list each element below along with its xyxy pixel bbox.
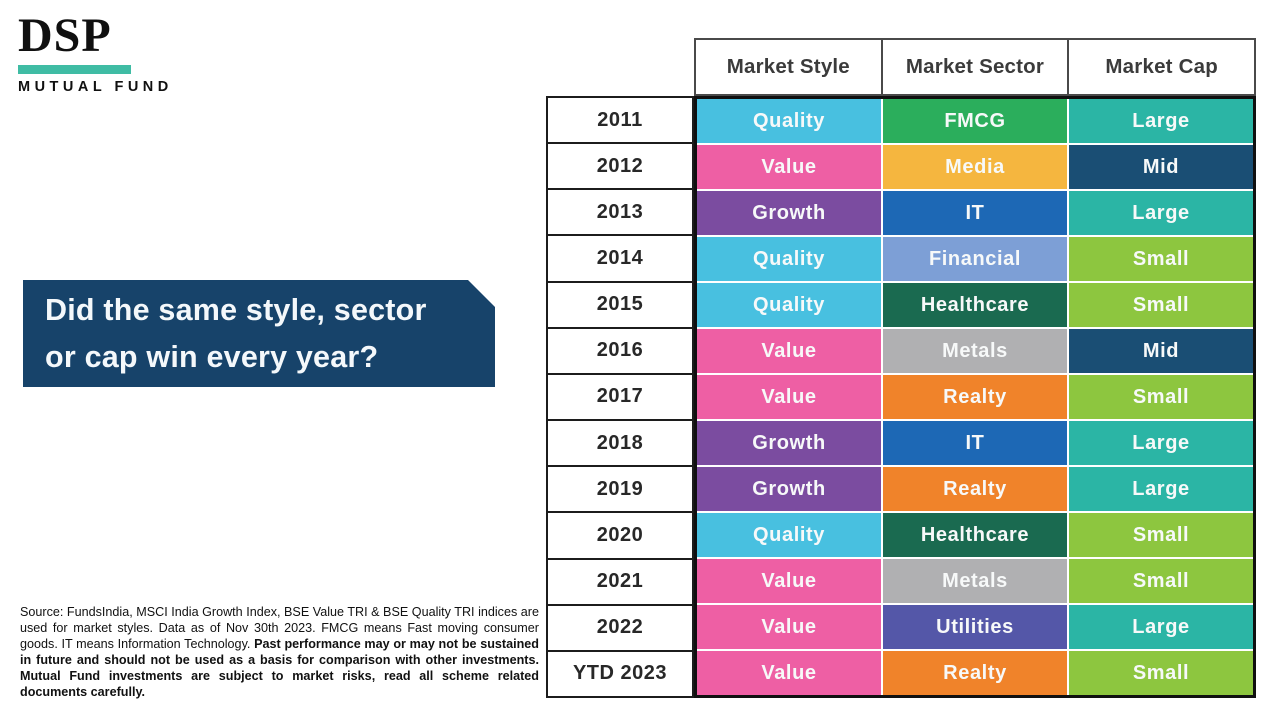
sector-cell: Utilities <box>883 605 1067 649</box>
table-header-row: Market Style Market Sector Market Cap <box>694 38 1256 96</box>
sector-cell: Healthcare <box>883 513 1067 557</box>
column-header: Market Style <box>696 40 881 94</box>
style-cell: Quality <box>697 237 881 281</box>
year-cell: 2011 <box>548 98 692 143</box>
year-cell: 2022 <box>548 605 692 650</box>
sector-cell: Media <box>883 145 1067 189</box>
year-cell: 2018 <box>548 421 692 466</box>
cap-cell: Small <box>1069 513 1253 557</box>
year-column: 2011 2012 2013 2014 2015 2016 2017 2018 2019 2020… <box>546 96 694 698</box>
question-banner: Did the same style, sector or cap win ev… <box>23 280 495 387</box>
question-line-2: or cap win every year? <box>45 340 379 374</box>
cap-cell: Large <box>1069 99 1253 143</box>
cap-cell: Small <box>1069 651 1253 695</box>
year-cell: 2012 <box>548 144 692 189</box>
style-cell: Quality <box>697 99 881 143</box>
logo-tagline: MUTUAL FUND <box>18 79 173 95</box>
year-cell: 2019 <box>548 467 692 512</box>
sector-cell: Healthcare <box>883 283 1067 327</box>
logo-brand-text: DSP <box>18 9 112 62</box>
style-cell: Value <box>697 605 881 649</box>
sector-cell: Realty <box>883 375 1067 419</box>
sector-cell: Realty <box>883 651 1067 695</box>
year-cell: YTD 2023 <box>548 651 692 696</box>
style-cell: Value <box>697 375 881 419</box>
cap-cell: Small <box>1069 375 1253 419</box>
style-cell: Quality <box>697 513 881 557</box>
style-cell: Value <box>697 329 881 373</box>
year-cell: 2016 <box>548 328 692 373</box>
style-cell: Value <box>697 145 881 189</box>
cap-cell: Large <box>1069 191 1253 235</box>
cap-cell: Large <box>1069 605 1253 649</box>
style-cell: Value <box>697 559 881 603</box>
column-header: Market Sector <box>882 40 1068 94</box>
cap-cell: Small <box>1069 237 1253 281</box>
logo-underline <box>18 65 131 74</box>
dsp-logo: DSP MUTUAL FUND <box>18 8 173 95</box>
sector-cell: Realty <box>883 467 1067 511</box>
cap-cell: Large <box>1069 421 1253 465</box>
style-cell: Value <box>697 651 881 695</box>
market-winners-table: Quality FMCG Large Value Media Mid Growth IT Lar… <box>694 96 1256 698</box>
cap-cell: Small <box>1069 559 1253 603</box>
cap-cell: Small <box>1069 283 1253 327</box>
style-cell: Growth <box>697 421 881 465</box>
year-cell: 2021 <box>548 559 692 604</box>
year-cell: 2020 <box>548 513 692 558</box>
year-cell: 2013 <box>548 190 692 235</box>
style-cell: Quality <box>697 283 881 327</box>
sector-cell: FMCG <box>883 99 1067 143</box>
sector-cell: IT <box>883 191 1067 235</box>
sector-cell: IT <box>883 421 1067 465</box>
sector-cell: Metals <box>883 559 1067 603</box>
cap-cell: Mid <box>1069 145 1253 189</box>
cap-cell: Large <box>1069 467 1253 511</box>
source-text: Source: FundsIndia, MSCI India Growth In… <box>20 605 539 652</box>
sector-cell: Metals <box>883 329 1067 373</box>
question-line-1: Did the same style, sector <box>45 293 427 327</box>
cap-cell: Mid <box>1069 329 1253 373</box>
year-cell: 2015 <box>548 282 692 327</box>
style-cell: Growth <box>697 191 881 235</box>
sector-cell: Financial <box>883 237 1067 281</box>
style-cell: Growth <box>697 467 881 511</box>
disclaimer-bold-text: Past performance may or may not be susta… <box>20 637 540 700</box>
year-cell: 2014 <box>548 236 692 281</box>
year-cell: 2017 <box>548 374 692 420</box>
column-header: Market Cap <box>1069 40 1254 94</box>
source-disclaimer: Source: FundsIndia, MSCI India Growth In… <box>20 604 539 701</box>
